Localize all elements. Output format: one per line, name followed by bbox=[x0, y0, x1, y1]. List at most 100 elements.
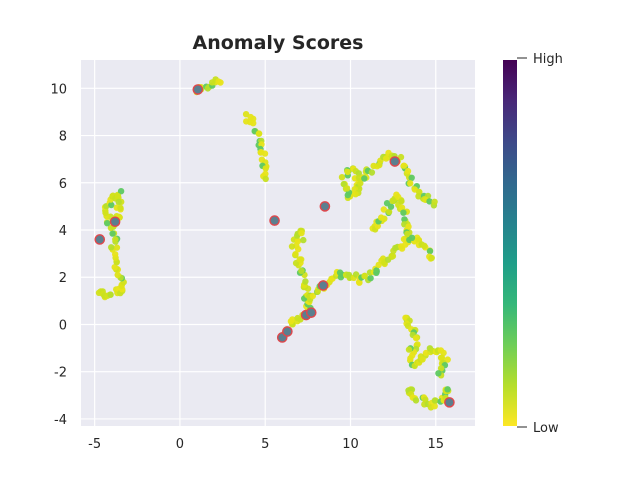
data-point bbox=[400, 209, 407, 216]
data-point bbox=[435, 370, 442, 377]
data-point bbox=[344, 168, 351, 176]
data-point bbox=[373, 267, 380, 274]
data-point bbox=[385, 208, 393, 215]
colorbar-high-label: High bbox=[533, 52, 563, 67]
data-point bbox=[368, 169, 376, 176]
colorbar-gradient bbox=[503, 60, 517, 426]
data-point bbox=[117, 204, 124, 212]
anomaly-markers bbox=[94, 84, 455, 408]
data-point bbox=[102, 209, 109, 217]
data-point bbox=[367, 275, 374, 282]
data-point bbox=[298, 229, 305, 237]
data-point bbox=[292, 251, 299, 258]
data-point bbox=[370, 162, 377, 170]
data-point bbox=[405, 346, 413, 353]
data-point bbox=[426, 247, 434, 255]
data-point bbox=[361, 272, 368, 279]
data-point bbox=[255, 130, 263, 137]
data-point bbox=[114, 271, 121, 279]
x-tick-labels: -5 0 5 10 15 bbox=[88, 437, 444, 452]
chart-title: Anomaly Scores bbox=[193, 32, 364, 54]
data-point bbox=[361, 175, 368, 182]
data-point bbox=[115, 198, 122, 206]
data-point bbox=[262, 175, 269, 183]
data-point bbox=[314, 288, 321, 295]
data-point bbox=[398, 198, 405, 205]
data-point bbox=[300, 236, 307, 244]
data-point bbox=[412, 334, 420, 342]
data-point bbox=[302, 278, 309, 285]
y-tick-label: 0 bbox=[59, 318, 67, 333]
data-point bbox=[338, 174, 346, 181]
data-point bbox=[398, 204, 406, 211]
data-point bbox=[382, 155, 390, 162]
x-tick-label: 5 bbox=[261, 437, 269, 452]
data-point bbox=[405, 223, 412, 230]
colorbar: High Low bbox=[503, 52, 563, 436]
data-point bbox=[412, 397, 420, 404]
data-point bbox=[309, 292, 317, 300]
anomaly-marker bbox=[444, 397, 455, 408]
data-point bbox=[404, 167, 412, 175]
data-point bbox=[108, 201, 115, 209]
data-point bbox=[217, 79, 224, 86]
data-point bbox=[112, 251, 119, 258]
y-tick-label: 10 bbox=[50, 82, 67, 97]
data-point bbox=[262, 165, 269, 172]
y-tick-label: 6 bbox=[59, 177, 67, 192]
data-point bbox=[428, 254, 435, 262]
y-tick-label: 4 bbox=[59, 224, 67, 239]
data-point bbox=[113, 244, 121, 251]
data-point bbox=[250, 120, 257, 127]
x-tick-label: 15 bbox=[427, 437, 444, 452]
data-point bbox=[357, 180, 364, 187]
data-point bbox=[401, 216, 408, 223]
data-point bbox=[444, 386, 451, 393]
data-point bbox=[298, 267, 305, 274]
data-points bbox=[95, 76, 452, 411]
data-point bbox=[104, 220, 111, 227]
y-tick-labels: -4 -2 0 2 4 6 8 10 bbox=[50, 82, 67, 428]
anomaly-marker bbox=[109, 216, 121, 228]
data-point bbox=[437, 347, 445, 354]
anomaly-marker bbox=[389, 156, 401, 167]
data-point bbox=[294, 237, 302, 245]
anomaly-marker bbox=[94, 234, 106, 245]
data-point bbox=[289, 316, 296, 323]
y-tick-label: -4 bbox=[54, 413, 67, 428]
data-point bbox=[400, 162, 408, 169]
data-point bbox=[261, 150, 269, 157]
data-point bbox=[109, 230, 116, 237]
data-point bbox=[108, 244, 115, 251]
data-point bbox=[407, 355, 414, 362]
y-tick-label: 2 bbox=[59, 271, 67, 286]
data-point bbox=[397, 153, 405, 161]
data-point bbox=[242, 111, 250, 118]
data-point bbox=[421, 242, 428, 249]
x-tick-label: 0 bbox=[176, 437, 184, 452]
data-point bbox=[262, 170, 269, 178]
data-point bbox=[404, 230, 411, 238]
data-point bbox=[356, 279, 363, 286]
colorbar-low-label: Low bbox=[533, 421, 559, 436]
data-point bbox=[114, 192, 122, 200]
data-point bbox=[407, 180, 414, 187]
data-point bbox=[431, 397, 439, 404]
data-point bbox=[111, 264, 118, 271]
x-tick-label: 10 bbox=[342, 437, 359, 452]
data-point bbox=[431, 403, 438, 410]
data-point bbox=[378, 214, 385, 221]
data-point bbox=[343, 185, 351, 192]
data-point bbox=[419, 356, 426, 363]
data-point bbox=[438, 354, 446, 362]
data-point bbox=[408, 174, 415, 181]
anomaly-marker bbox=[282, 326, 293, 337]
data-point bbox=[387, 203, 395, 210]
data-point bbox=[107, 291, 114, 298]
data-point bbox=[117, 188, 125, 195]
data-point bbox=[408, 234, 416, 241]
data-point bbox=[294, 314, 301, 322]
data-point bbox=[437, 365, 445, 372]
